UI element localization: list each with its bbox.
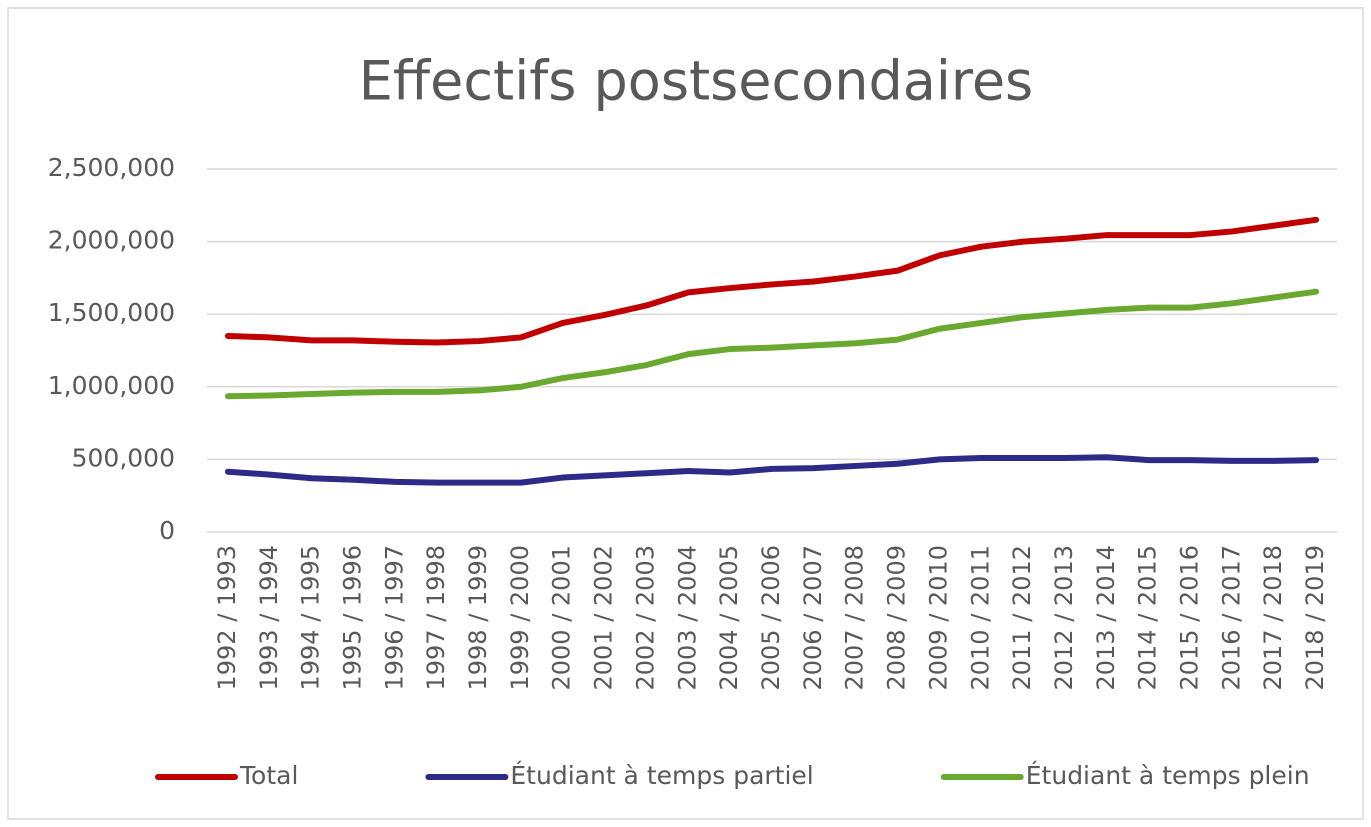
x-tick-label: 2000 / 2001 [548, 545, 576, 691]
x-tick-label: 2013 / 2014 [1092, 545, 1120, 691]
x-tick-label: 2001 / 2002 [590, 545, 618, 691]
x-tick-label: 2011 / 2012 [1008, 545, 1036, 691]
x-tick-label: 2006 / 2007 [799, 545, 827, 691]
y-tick-label: 2,000,000 [48, 226, 175, 255]
x-tick-label: 1995 / 1996 [338, 545, 366, 691]
x-tick-label: 1997 / 1998 [422, 545, 450, 691]
series-line [224, 216, 1320, 346]
x-tick-label: 1996 / 1997 [380, 545, 408, 691]
x-tick-label: 2010 / 2011 [966, 545, 994, 691]
series-line [224, 454, 1320, 486]
x-tick-label: 1994 / 1995 [297, 545, 325, 691]
y-tick-label: 1,000,000 [48, 371, 175, 400]
x-tick-label: 2014 / 2015 [1134, 545, 1162, 691]
y-tick-label: 1,500,000 [48, 298, 175, 327]
x-tick-label: 2004 / 2005 [715, 545, 743, 691]
legend-label: Total [239, 761, 298, 790]
x-tick-label: 2003 / 2004 [673, 545, 701, 691]
x-tick-label: 2009 / 2010 [924, 545, 952, 691]
x-tick-label: 2012 / 2013 [1050, 545, 1078, 691]
legend-label: Étudiant à temps plein [1026, 761, 1310, 790]
chart-title: Effectifs postsecondaires [359, 50, 1033, 113]
chart-frame [7, 7, 1364, 820]
legend-label: Étudiant à temps partiel [510, 761, 813, 790]
x-tick-label: 2018 / 2019 [1301, 545, 1329, 691]
x-tick-label: 2017 / 2018 [1259, 545, 1287, 691]
x-tick-label: 1999 / 2000 [506, 545, 534, 691]
y-tick-label: 0 [159, 516, 175, 545]
x-tick-label: 1998 / 1999 [464, 545, 492, 691]
y-tick-label: 2,500,000 [48, 153, 175, 182]
x-tick-label: 1992 / 1993 [213, 545, 241, 691]
x-tick-label: 2007 / 2008 [841, 545, 869, 691]
x-tick-label: 1993 / 1994 [255, 545, 283, 691]
x-tick-label: 2015 / 2016 [1176, 545, 1204, 691]
x-tick-label: 2002 / 2003 [631, 545, 659, 691]
y-tick-label: 500,000 [72, 443, 175, 472]
x-tick-label: 2008 / 2009 [883, 545, 911, 691]
x-tick-label: 2016 / 2017 [1217, 545, 1245, 691]
series-line [224, 288, 1320, 400]
x-tick-label: 2005 / 2006 [757, 545, 785, 691]
